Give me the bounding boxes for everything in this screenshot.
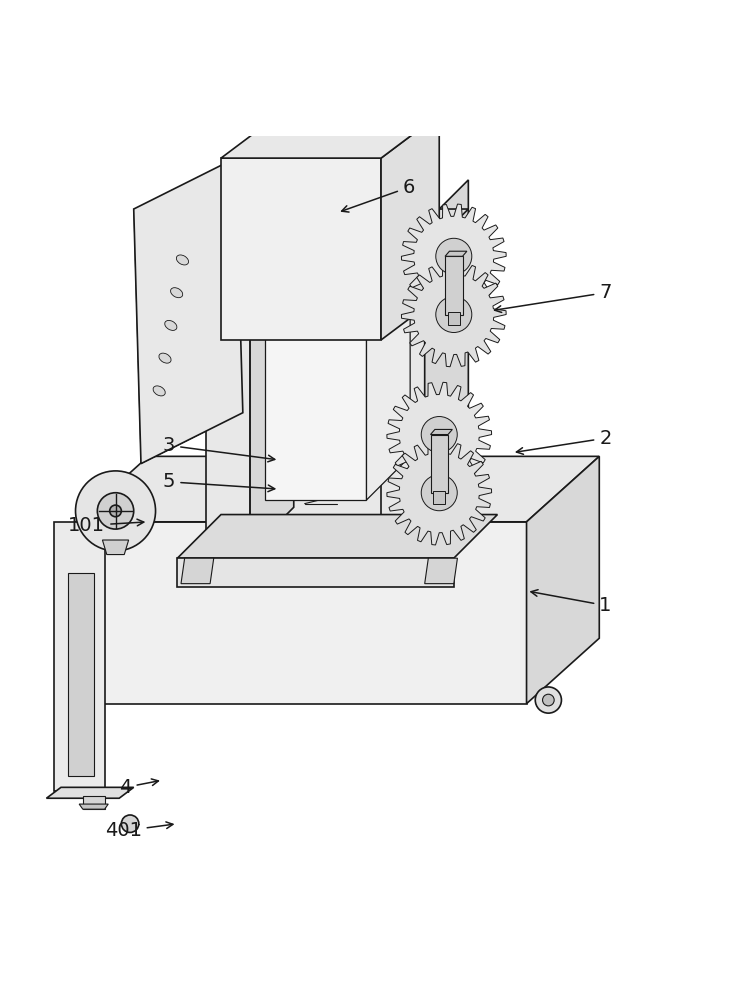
Polygon shape [207, 224, 250, 551]
Polygon shape [381, 114, 439, 340]
Polygon shape [250, 180, 294, 551]
Polygon shape [181, 558, 214, 584]
Polygon shape [207, 209, 468, 253]
Bar [448, 312, 460, 325]
Circle shape [122, 815, 139, 832]
Bar [445, 256, 463, 315]
Polygon shape [177, 515, 498, 558]
Polygon shape [387, 440, 492, 545]
Circle shape [436, 296, 472, 333]
Polygon shape [221, 114, 439, 158]
Circle shape [542, 694, 554, 706]
Polygon shape [424, 180, 468, 551]
Polygon shape [75, 522, 526, 704]
Ellipse shape [159, 353, 171, 363]
Polygon shape [79, 804, 108, 809]
Text: 1: 1 [531, 590, 611, 615]
Circle shape [421, 475, 457, 511]
Text: 401: 401 [105, 821, 173, 840]
Polygon shape [402, 262, 507, 367]
Polygon shape [430, 429, 452, 435]
Polygon shape [265, 267, 366, 500]
Ellipse shape [171, 288, 183, 298]
Text: 2: 2 [517, 429, 611, 454]
Ellipse shape [177, 255, 188, 265]
Polygon shape [103, 540, 128, 555]
Polygon shape [133, 158, 243, 464]
Polygon shape [402, 204, 507, 309]
Ellipse shape [165, 320, 177, 330]
Polygon shape [207, 224, 424, 253]
Circle shape [75, 471, 155, 551]
Polygon shape [46, 787, 133, 798]
Text: 6: 6 [342, 178, 416, 212]
Polygon shape [177, 558, 454, 587]
Polygon shape [366, 224, 410, 500]
Polygon shape [75, 456, 600, 522]
Bar [83, 796, 105, 809]
Ellipse shape [153, 386, 165, 396]
Text: 4: 4 [119, 778, 158, 797]
Polygon shape [54, 522, 105, 791]
Polygon shape [445, 251, 467, 256]
Circle shape [535, 687, 561, 713]
Polygon shape [387, 382, 492, 487]
Bar [68, 573, 94, 776]
Polygon shape [424, 558, 457, 584]
Circle shape [436, 238, 472, 274]
Bar [433, 491, 445, 504]
Circle shape [110, 505, 122, 517]
Polygon shape [526, 456, 600, 704]
Text: 101: 101 [68, 516, 144, 535]
Circle shape [421, 417, 457, 453]
Bar [430, 435, 448, 493]
Text: 7: 7 [495, 283, 611, 312]
Text: 3: 3 [163, 436, 275, 462]
Polygon shape [381, 224, 424, 551]
Polygon shape [221, 158, 381, 340]
Circle shape [97, 493, 133, 529]
Text: 5: 5 [163, 472, 275, 492]
